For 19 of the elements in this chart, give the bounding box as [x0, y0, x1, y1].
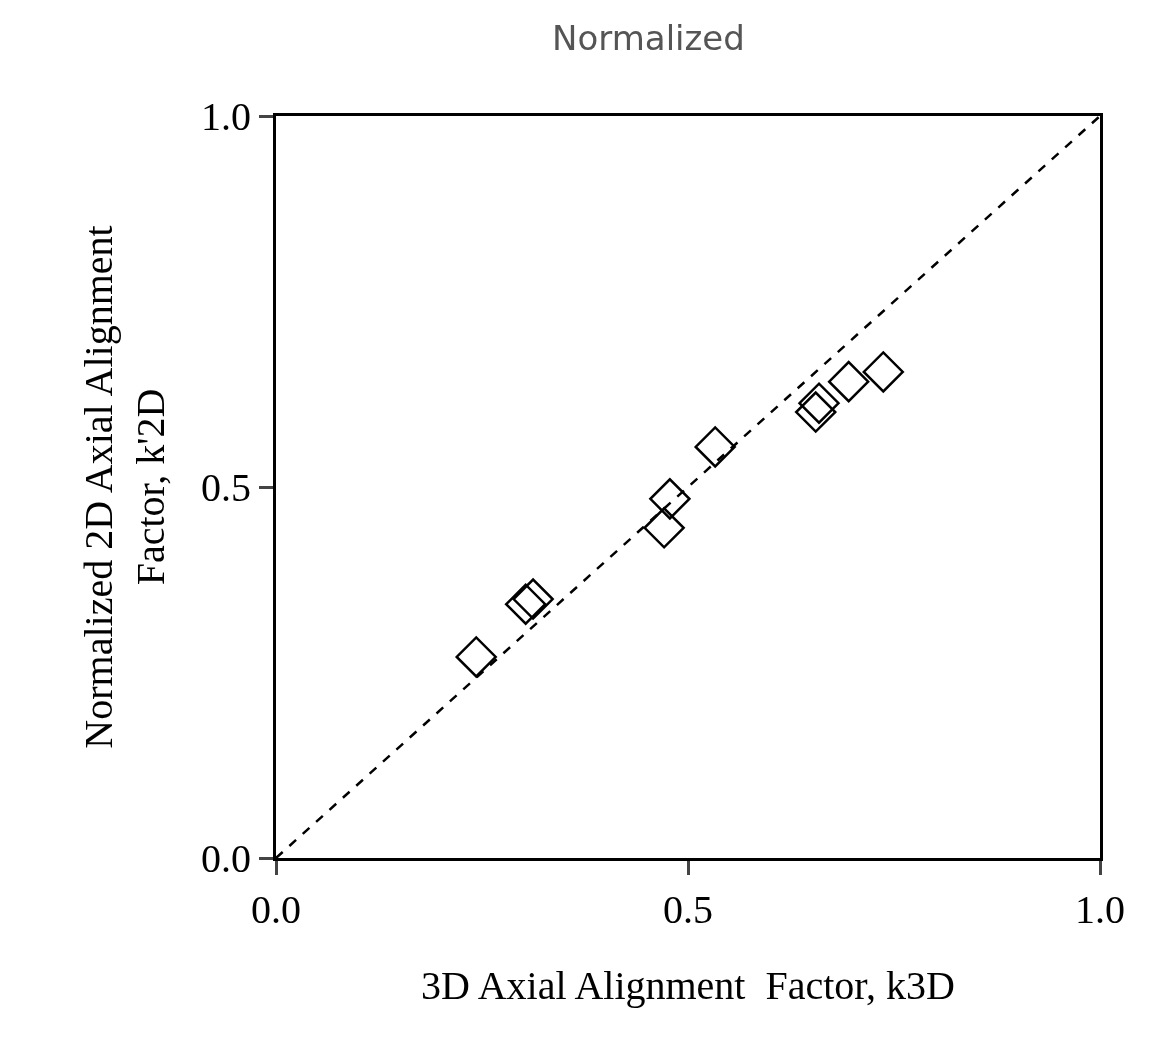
y-axis-title: Normalized 2D Axial Alignment Factor, k'2D	[75, 225, 173, 749]
x-tick-label: 1.0	[1075, 887, 1125, 932]
point	[455, 636, 497, 678]
point	[827, 360, 870, 403]
y-tick-label: 1.0	[201, 94, 251, 139]
y-tick-label: 0.0	[201, 836, 251, 881]
point	[643, 507, 685, 549]
point	[694, 426, 736, 468]
point	[798, 382, 840, 424]
x-tick-label: 0.0	[251, 887, 301, 932]
x-axis-title: 3D Axial Alignment Factor, k3D	[421, 962, 955, 1008]
point	[862, 351, 905, 393]
point	[512, 578, 554, 620]
y-tick-label: 0.5	[201, 465, 251, 510]
point	[794, 391, 837, 433]
point	[649, 478, 691, 520]
x-tick-label: 0.5	[663, 887, 713, 932]
point	[504, 583, 547, 625]
chart-title: Normalized	[552, 18, 745, 59]
